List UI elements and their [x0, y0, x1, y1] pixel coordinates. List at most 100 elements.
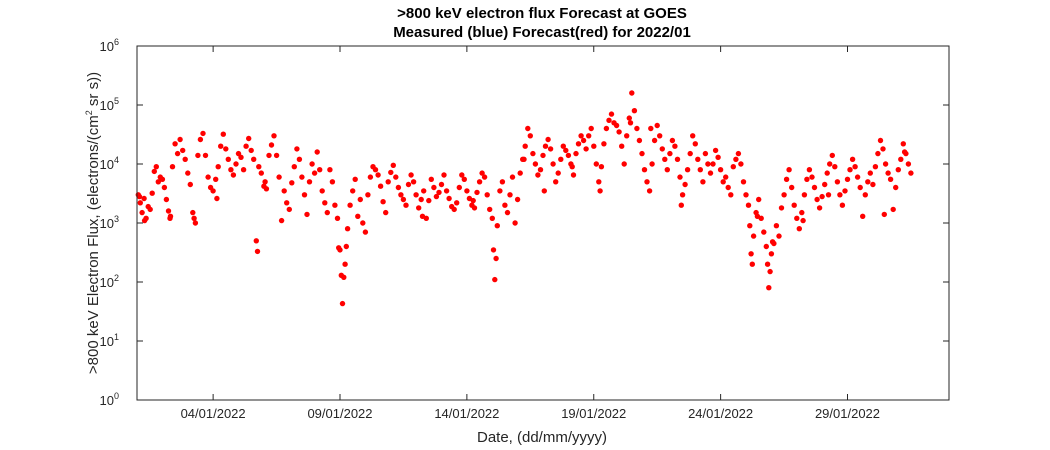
data-point — [446, 195, 452, 202]
data-point — [573, 150, 579, 157]
data-point — [870, 181, 876, 188]
data-point — [418, 196, 424, 203]
data-point — [682, 181, 688, 188]
y-tick-base: 10 — [100, 39, 114, 54]
data-point — [674, 156, 681, 162]
data-point — [223, 146, 229, 152]
data-point — [580, 137, 587, 144]
data-point — [289, 180, 295, 186]
plot-area — [137, 46, 949, 400]
data-point — [601, 141, 607, 147]
data-point — [578, 133, 584, 139]
data-point — [707, 170, 714, 176]
data-point — [558, 156, 564, 162]
data-point — [649, 161, 655, 167]
data-point — [471, 205, 478, 211]
data-point — [137, 200, 143, 206]
data-point — [461, 176, 467, 182]
data-point — [872, 164, 879, 170]
data-point — [547, 146, 554, 152]
y-axis-label: >800 keV Electron Flux, (electrons/(cm2 … — [84, 72, 102, 374]
data-point — [380, 199, 386, 205]
data-point — [489, 215, 495, 221]
data-point — [619, 143, 625, 149]
data-point — [613, 122, 620, 129]
data-point — [763, 243, 769, 250]
data-point — [393, 174, 399, 180]
data-point — [284, 200, 290, 206]
data-point — [522, 143, 528, 149]
data-point — [347, 202, 353, 208]
data-point — [893, 184, 899, 191]
data-point — [636, 137, 643, 144]
data-point — [834, 179, 841, 185]
data-point — [357, 196, 363, 203]
data-point — [192, 220, 199, 226]
data-point — [350, 188, 356, 194]
data-point — [262, 179, 268, 185]
data-point — [329, 179, 336, 185]
data-point — [509, 174, 516, 180]
data-point — [626, 115, 632, 121]
data-point — [390, 162, 396, 168]
data-point — [733, 156, 739, 162]
data-point — [565, 152, 572, 159]
data-point — [819, 193, 825, 200]
data-point — [512, 220, 518, 226]
data-point — [177, 136, 183, 143]
data-point — [405, 181, 412, 188]
data-point — [629, 90, 635, 96]
data-point — [306, 179, 313, 185]
data-point — [525, 125, 531, 132]
data-point — [560, 143, 566, 149]
data-point — [865, 179, 871, 185]
data-point — [271, 133, 277, 139]
y-tick-label: 103 — [100, 214, 119, 231]
data-point — [254, 248, 261, 255]
data-point — [825, 192, 832, 198]
data-point — [575, 141, 582, 147]
data-point — [905, 161, 912, 167]
data-point — [403, 202, 409, 208]
data-point — [542, 143, 549, 149]
data-point — [339, 300, 346, 307]
data-point — [700, 179, 706, 185]
data-point — [875, 150, 881, 157]
data-point — [456, 184, 462, 191]
data-point — [862, 192, 868, 198]
data-point — [332, 202, 338, 208]
data-point — [569, 164, 575, 170]
data-point — [588, 125, 594, 132]
data-point — [291, 164, 297, 170]
data-point — [197, 136, 204, 143]
data-point — [421, 188, 427, 194]
data-point — [900, 141, 906, 147]
chart-title: >800 keV electron flux Forecast at GOES — [397, 5, 687, 22]
data-point — [715, 154, 721, 160]
data-point — [413, 192, 419, 198]
data-point — [767, 268, 773, 275]
y-tick-base: 10 — [100, 275, 114, 290]
data-point — [149, 190, 155, 196]
data-point — [172, 141, 178, 147]
data-point — [190, 209, 196, 216]
data-point — [738, 161, 744, 167]
data-point — [535, 172, 541, 178]
data-point — [710, 161, 716, 167]
data-point — [603, 125, 610, 132]
data-point — [816, 205, 823, 211]
data-point — [479, 170, 485, 176]
data-point — [304, 211, 310, 218]
data-point — [263, 186, 270, 192]
data-point — [253, 238, 259, 244]
data-point — [720, 179, 726, 185]
data-point — [365, 192, 371, 198]
data-point — [141, 195, 147, 202]
data-point — [800, 217, 806, 224]
data-point — [336, 245, 342, 251]
data-point — [877, 137, 884, 144]
data-point — [341, 274, 347, 280]
data-point — [664, 167, 670, 173]
data-point — [136, 193, 143, 200]
y-tick-exponent: 2 — [114, 273, 119, 283]
